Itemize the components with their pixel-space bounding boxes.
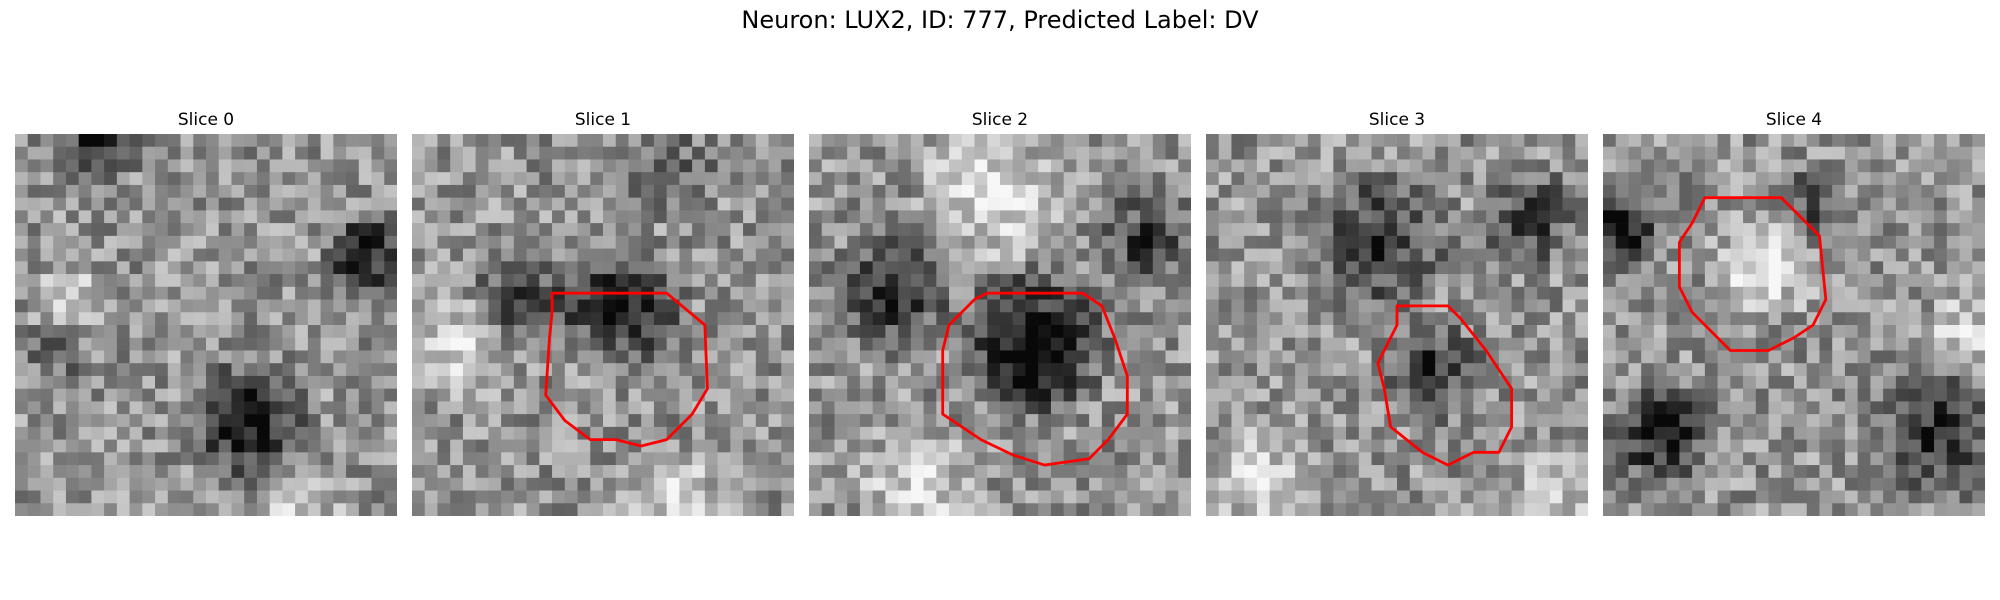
slice-title: Slice 1 [574, 110, 632, 130]
roi-contour [941, 291, 1129, 467]
slice-panel-3: Slice 3 [1206, 108, 1588, 516]
slice-panel-4: Slice 4 [1603, 108, 1985, 516]
roi-contour [1677, 196, 1828, 352]
slice-panel-1: Slice 1 [412, 108, 794, 516]
slice-image [15, 134, 397, 516]
slice-image [809, 134, 1191, 516]
slice-title: Slice 0 [177, 110, 235, 130]
slice-image [1603, 134, 1985, 516]
slice-image [412, 134, 794, 516]
slice-title: Slice 3 [1368, 110, 1426, 130]
slice-title: Slice 4 [1765, 110, 1823, 130]
roi-contour [544, 291, 709, 448]
slice-panel-2: Slice 2 [809, 108, 1191, 516]
slice-title: Slice 2 [971, 110, 1029, 130]
slice-panel-0: Slice 0 [15, 108, 397, 516]
figure-title: Neuron: LUX2, ID: 777, Predicted Label: … [741, 6, 1259, 34]
slice-image [1206, 134, 1588, 516]
roi-contour [1376, 304, 1514, 467]
